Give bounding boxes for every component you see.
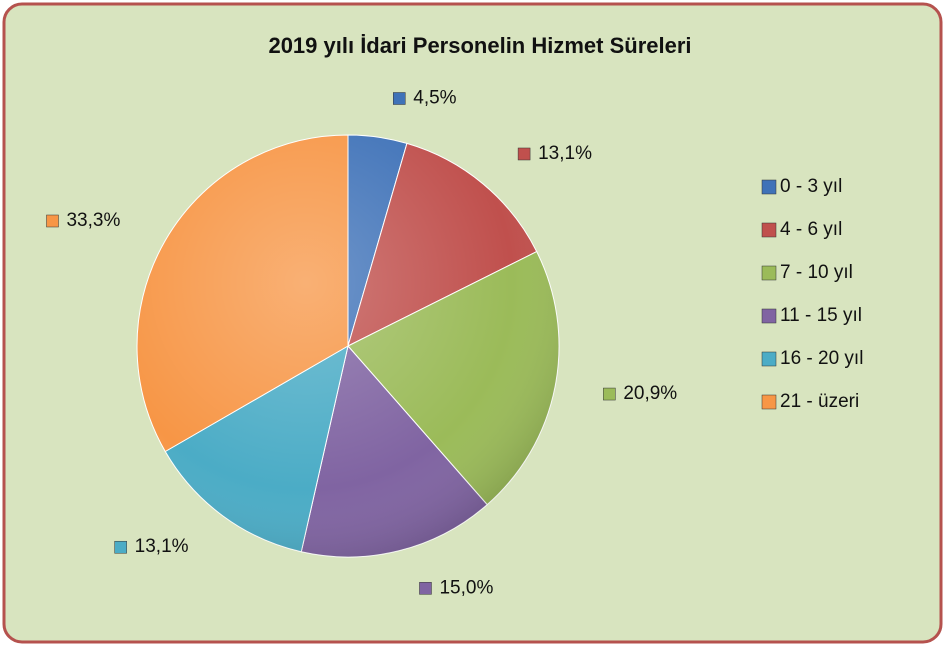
data-label: 20,9% — [623, 383, 677, 404]
data-label: 33,3% — [66, 210, 120, 231]
legend-label: 11 - 15 yıl — [780, 305, 862, 326]
label-swatch — [46, 214, 59, 228]
legend-label: 0 - 3 yıl — [780, 176, 842, 197]
data-label: 15,0% — [439, 577, 493, 598]
legend-swatch — [761, 308, 777, 324]
legend-label: 16 - 20 yıl — [780, 348, 863, 369]
data-label: 13,1% — [135, 536, 189, 557]
legend-swatch — [761, 394, 777, 410]
legend-label: 7 - 10 yıl — [780, 262, 853, 283]
data-label: 13,1% — [538, 143, 592, 164]
data-label: 4,5% — [413, 88, 456, 109]
chart-title: 2019 yılı İdari Personelin Hizmet Sürele… — [268, 33, 691, 58]
label-swatch — [419, 582, 432, 595]
legend-swatch — [761, 351, 777, 367]
legend-swatch — [761, 265, 777, 281]
label-swatch — [517, 147, 531, 161]
legend-label: 4 - 6 yıl — [780, 219, 842, 240]
label-swatch — [114, 540, 127, 554]
legend-label: 21 - üzeri — [780, 391, 859, 412]
label-swatch — [393, 92, 406, 105]
label-swatch — [603, 387, 616, 401]
legend-swatch — [761, 179, 777, 195]
legend-swatch — [761, 222, 777, 238]
